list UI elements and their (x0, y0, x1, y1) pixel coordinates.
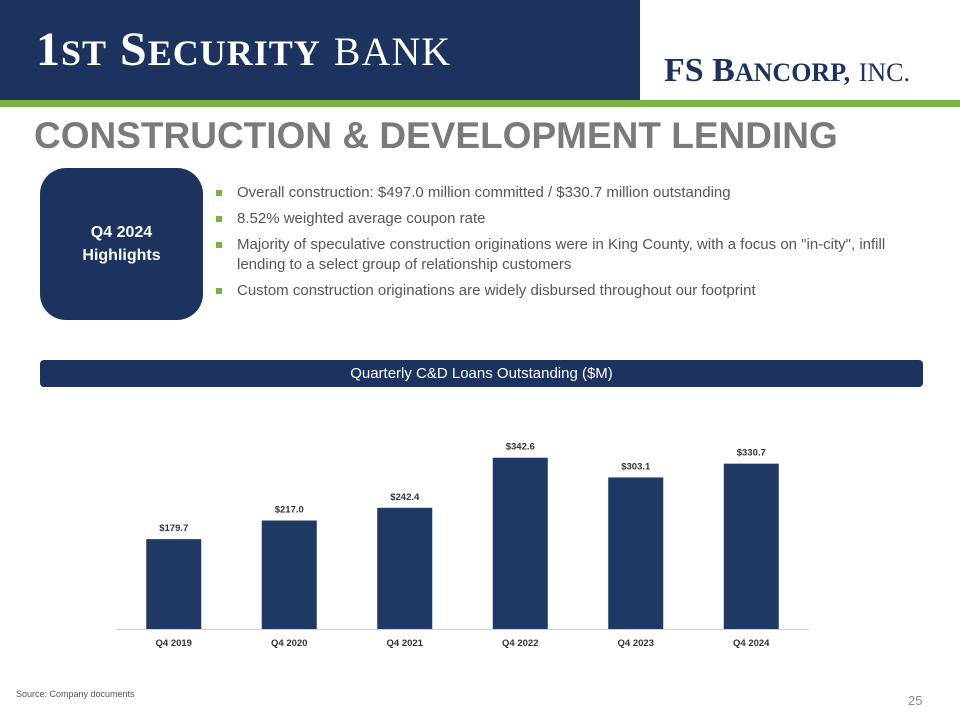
page-title: CONSTRUCTION & DEVELOPMENT LENDING (34, 115, 838, 156)
bar-q4-2020 (261, 520, 317, 629)
x-tick-label: Q4 2020 (271, 638, 307, 649)
data-label: $342.6 (506, 442, 535, 453)
list-item: Custom construction originations are wid… (216, 281, 916, 301)
bullet-square-icon (216, 242, 222, 248)
data-label: $179.7 (159, 523, 188, 534)
list-item: Overall construction: $497.0 million com… (216, 183, 916, 203)
list-item: Majority of speculative construction ori… (216, 235, 916, 275)
highlights-badge-line1: Q4 2024 (90, 224, 153, 241)
chart-title-banner: Quarterly C&D Loans Outstanding ($M) (40, 360, 923, 387)
bullet-square-icon (216, 190, 222, 196)
x-tick-label: Q4 2021 (387, 638, 424, 649)
highlights-badge: Q4 2024 Highlights (40, 168, 203, 320)
bank-logo: 1ST SECURITY BANK (36, 23, 452, 76)
data-label: $330.7 (737, 448, 766, 459)
data-label: $303.1 (621, 461, 651, 472)
page-number: 25 (908, 693, 923, 708)
header-right-panel (640, 0, 960, 100)
bar-q4-2021 (377, 507, 433, 629)
highlights-badge-line2: Highlights (82, 247, 161, 264)
data-label: $242.4 (390, 492, 420, 503)
bar-q4-2022 (492, 457, 548, 629)
bar-q4-2024 (723, 463, 779, 629)
x-tick-label: Q4 2023 (618, 638, 654, 649)
header-banner (0, 0, 640, 100)
highlights-list: Overall construction: $497.0 million com… (216, 183, 916, 307)
list-item: 8.52% weighted average coupon rate (216, 209, 916, 229)
data-label: $217.0 (275, 505, 304, 516)
source-note: Source: Company documents (16, 689, 135, 699)
x-tick-label: Q4 2024 (733, 638, 770, 649)
x-tick-label: Q4 2019 (156, 638, 192, 649)
bullet-square-icon (216, 216, 222, 222)
bullet-square-icon (216, 288, 222, 294)
corp-logo: FS BANCORP, INC. (664, 52, 910, 89)
bar-q4-2023 (608, 477, 664, 629)
bar-chart: $179.7 Q4 2019 $217.0 Q4 2020 $242.4 Q4 2021 $… (116, 442, 809, 649)
header-divider (0, 100, 960, 107)
x-tick-label: Q4 2022 (502, 638, 538, 649)
bar-q4-2019 (146, 539, 202, 629)
